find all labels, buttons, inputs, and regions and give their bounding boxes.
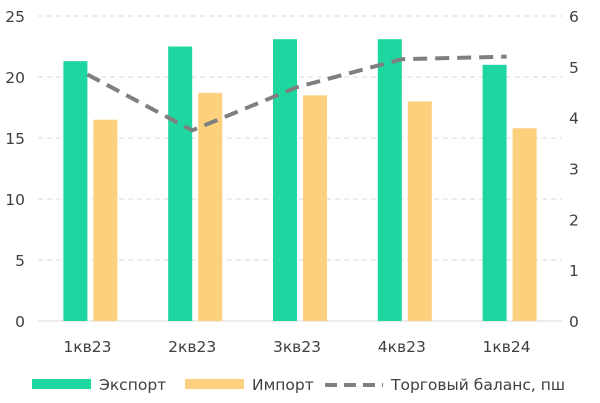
bar-import [512,128,537,321]
legend-label-balance: Торговый баланс, пш [390,376,565,394]
right-tick-label: 2 [569,211,579,229]
right-axis: 0 1 2 3 4 5 6 [569,8,579,331]
x-tick-label: 4кв23 [378,338,426,356]
right-tick-label: 3 [569,161,579,179]
left-axis: 0 5 10 15 20 25 [5,8,25,331]
right-tick-label: 5 [569,59,579,77]
right-tick-label: 4 [569,110,579,128]
bar-import [407,101,432,322]
x-axis: 1кв23 2кв23 3кв23 4кв23 1кв24 [63,338,530,356]
bar-import [303,95,327,321]
gridlines [38,15,562,261]
legend-label-import: Импорт [252,376,314,394]
left-tick-label: 5 [15,252,25,270]
bar-import [93,119,118,321]
left-tick-label: 20 [5,69,25,87]
left-tick-label: 25 [5,8,25,26]
bar-export [63,61,88,321]
bar-export [273,39,297,322]
legend-label-export: Экспорт [99,376,166,394]
left-tick-label: 0 [15,313,25,331]
bar-export [168,46,193,321]
legend-swatch-import [185,379,244,389]
bar-export [377,39,402,322]
bars [63,39,537,322]
bar-import [198,92,223,321]
right-tick-label: 6 [569,8,579,26]
x-tick-label: 2кв23 [168,338,216,356]
legend: Экспорт Импорт Торговый баланс, пш [32,376,565,394]
balance-line [86,54,507,133]
bar-export [482,64,507,322]
x-tick-label: 3кв23 [273,338,321,356]
left-tick-label: 15 [5,130,25,148]
left-tick-label: 10 [5,191,25,209]
right-tick-label: 0 [569,313,579,331]
balance-line-path [86,54,507,133]
x-tick-label: 1кв23 [63,338,111,356]
x-tick-label: 1кв24 [483,338,531,356]
legend-swatch-export [32,379,91,389]
right-tick-label: 1 [569,262,579,280]
